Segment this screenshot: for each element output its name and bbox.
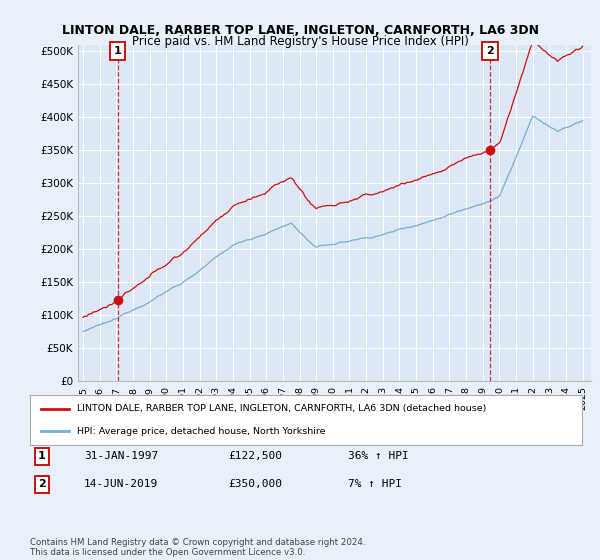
Text: Price paid vs. HM Land Registry's House Price Index (HPI): Price paid vs. HM Land Registry's House … [131,35,469,49]
Text: 2: 2 [487,46,494,57]
Text: 2: 2 [38,479,46,489]
Text: Contains HM Land Registry data © Crown copyright and database right 2024.
This d: Contains HM Land Registry data © Crown c… [30,538,365,557]
Text: 7% ↑ HPI: 7% ↑ HPI [348,479,402,489]
Text: LINTON DALE, RARBER TOP LANE, INGLETON, CARNFORTH, LA6 3DN (detached house): LINTON DALE, RARBER TOP LANE, INGLETON, … [77,404,486,413]
Text: £122,500: £122,500 [228,451,282,461]
Text: £350,000: £350,000 [228,479,282,489]
Text: 1: 1 [114,46,122,57]
Text: HPI: Average price, detached house, North Yorkshire: HPI: Average price, detached house, Nort… [77,427,325,436]
Text: 31-JAN-1997: 31-JAN-1997 [84,451,158,461]
Text: 1: 1 [38,451,46,461]
Text: 36% ↑ HPI: 36% ↑ HPI [348,451,409,461]
Text: 14-JUN-2019: 14-JUN-2019 [84,479,158,489]
Text: LINTON DALE, RARBER TOP LANE, INGLETON, CARNFORTH, LA6 3DN: LINTON DALE, RARBER TOP LANE, INGLETON, … [62,24,539,38]
